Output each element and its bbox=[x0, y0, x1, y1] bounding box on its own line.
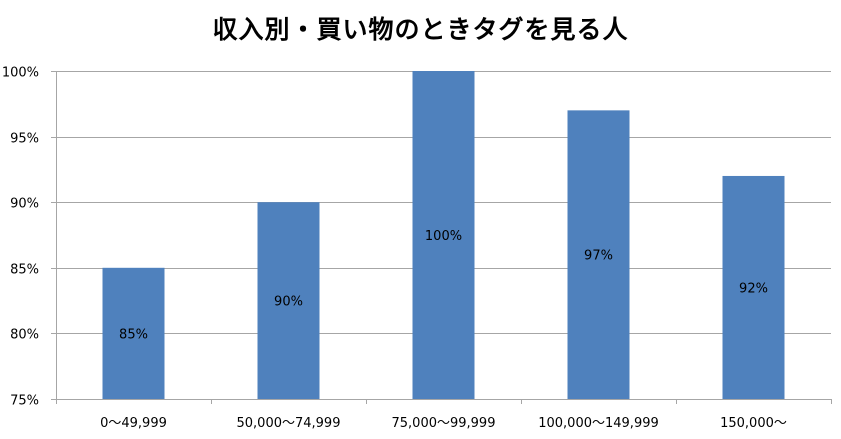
x-tick-label-3: 100,000〜149,999 bbox=[538, 416, 659, 431]
y-tick-label-3: 90% bbox=[10, 197, 39, 212]
y-tick-label-1: 80% bbox=[10, 328, 39, 343]
data-label-1: 90% bbox=[274, 295, 303, 310]
data-label-2: 100% bbox=[425, 229, 462, 244]
x-tick-label-4: 150,000〜 bbox=[720, 416, 787, 431]
y-tick-label-5: 100% bbox=[2, 66, 39, 81]
x-tick-label-1: 50,000〜74,999 bbox=[237, 416, 341, 431]
data-label-3: 97% bbox=[584, 249, 613, 264]
y-tick-label-2: 85% bbox=[10, 263, 39, 278]
data-label-0: 85% bbox=[119, 327, 148, 342]
bar-2 bbox=[412, 71, 475, 399]
bar-1 bbox=[257, 202, 320, 399]
chart-title: 収入別・買い物のときタグを見る人 bbox=[212, 15, 629, 44]
y-tick-label-0: 75% bbox=[10, 394, 39, 409]
bar-0 bbox=[102, 267, 165, 399]
bar-3 bbox=[567, 110, 630, 400]
y-tick-label-4: 95% bbox=[10, 132, 39, 147]
x-tick-label-0: 0〜49,999 bbox=[100, 416, 167, 431]
data-label-4: 92% bbox=[739, 281, 768, 296]
bar-4 bbox=[722, 175, 785, 399]
x-tick-label-2: 75,000〜99,999 bbox=[392, 416, 496, 431]
